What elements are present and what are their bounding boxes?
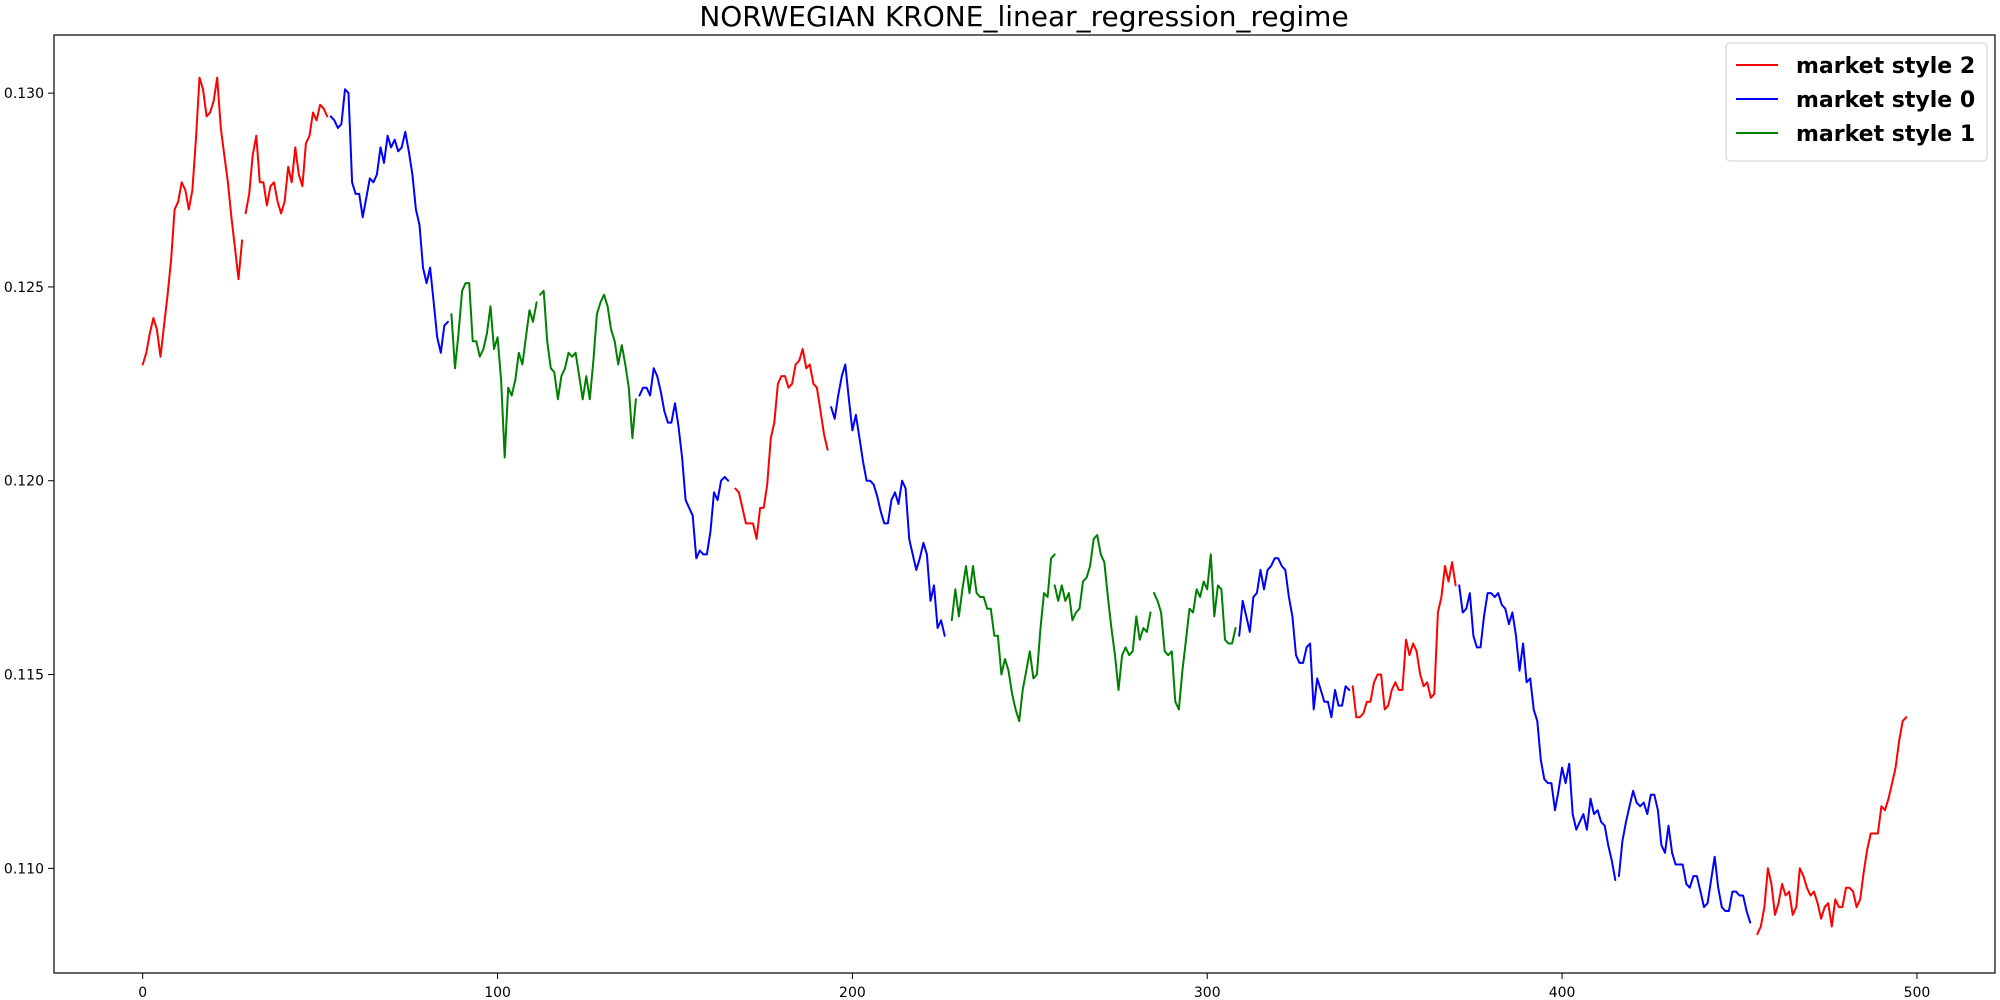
series-market-style-2: [141, 76, 1908, 936]
series-line-segment: [638, 367, 730, 560]
series-line-segment: [244, 103, 329, 215]
x-tick-label: 0: [138, 985, 147, 1000]
series-line-segment: [1351, 561, 1457, 719]
y-tick-label: 0.110: [4, 861, 44, 877]
y-axis: 0.110 0.115 0.120 0.125 0.130: [4, 86, 54, 877]
series-line-segment: [1153, 553, 1237, 711]
legend-entry-label: market style 1: [1796, 122, 1975, 147]
y-tick-label: 0.125: [4, 280, 44, 296]
plot-area-frame: [53, 34, 1996, 974]
legend-entry-label: market style 0: [1796, 88, 1975, 113]
y-tick-label: 0.130: [4, 86, 44, 102]
x-tick-label: 300: [1194, 985, 1221, 1000]
series-line-segment: [950, 553, 1056, 723]
x-tick-label: 100: [484, 985, 511, 1000]
series-line-segment: [450, 282, 538, 459]
series-line-segment: [141, 76, 244, 366]
series-layer: [141, 76, 1908, 936]
y-tick-label: 0.115: [4, 668, 44, 684]
legend-entry-label: market style 2: [1796, 54, 1975, 79]
series-line-segment: [539, 289, 637, 440]
series-market-style-1: [450, 282, 1237, 723]
series-line-segment: [1458, 584, 1617, 881]
series-line-segment: [329, 88, 449, 354]
x-axis: 0 100 200 300 400 500: [138, 973, 1930, 1000]
series-line-segment: [734, 348, 829, 540]
x-tick-label: 400: [1549, 985, 1576, 1000]
series-line-segment: [1756, 716, 1908, 936]
series-line-segment: [830, 363, 946, 637]
legend: market style 2 market style 0 market style…: [1725, 42, 1988, 162]
x-tick-label: 500: [1904, 985, 1931, 1000]
y-tick-label: 0.120: [4, 474, 44, 490]
series-line-segment: [1617, 789, 1752, 924]
legend-frame: [1725, 42, 1988, 162]
series-line-segment: [1053, 534, 1152, 691]
series-line-segment: [1238, 557, 1351, 719]
series-market-style-0: [329, 88, 1752, 924]
x-tick-label: 200: [839, 985, 866, 1000]
chart-title: NORWEGIAN KRONE_linear_regression_regime: [699, 0, 1348, 33]
